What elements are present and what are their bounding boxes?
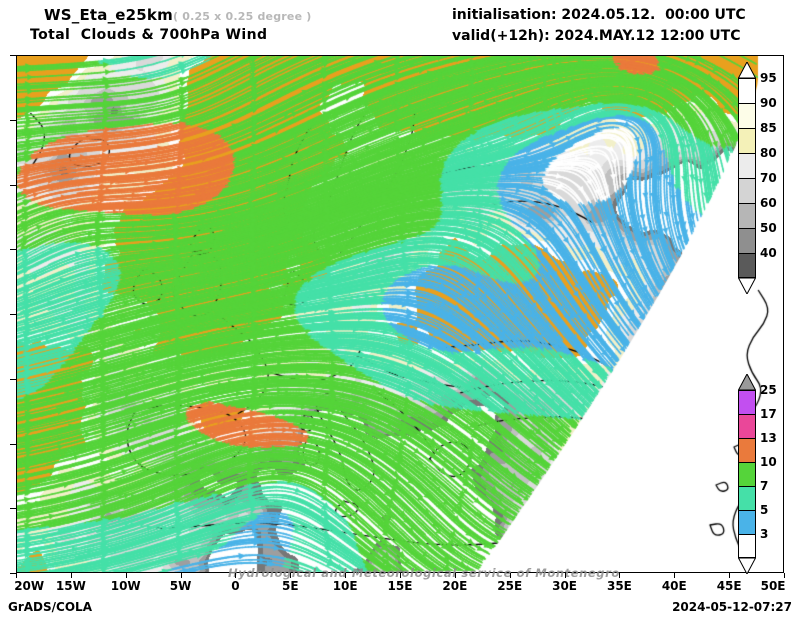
valid-time: valid(+12h): 2024.MAY.12 12:00 UTC [452, 28, 741, 44]
model-resolution: ( 0.25 x 0.25 degree ) [172, 10, 312, 23]
x-axis-label: 25E [497, 579, 523, 593]
x-axis-tick [70, 573, 72, 578]
producer-label: GrADS/COLA [8, 600, 92, 614]
x-axis-label: 5E [282, 579, 299, 593]
colorbar-bottom-cap [737, 557, 757, 576]
colorbar-top-cap [738, 62, 756, 78]
weather-map-canvas[interactable] [16, 55, 784, 573]
colorbar-segment [738, 510, 756, 534]
y-axis-tick [10, 55, 16, 56]
x-axis-tick [345, 573, 347, 578]
colorbar-top-cap [738, 374, 756, 390]
x-axis-tick [125, 573, 127, 578]
colorbar-segment [738, 78, 756, 103]
colorbar-tick-label: 17 [760, 407, 777, 421]
colorbar-tick-label: 80 [760, 146, 777, 160]
colorbar-tick-label: 50 [760, 221, 777, 235]
y-axis-tick [10, 119, 16, 121]
x-axis-tick [674, 573, 676, 578]
x-axis-label: 15E [387, 579, 413, 593]
x-axis-tick [784, 573, 785, 578]
x-axis-tick [235, 573, 237, 578]
colorbar-bottom-cap [737, 277, 757, 296]
colorbar-strip [738, 78, 756, 278]
model-title: WS_Eta_e25km( 0.25 x 0.25 degree ) [44, 6, 312, 24]
x-axis-tick [509, 573, 511, 578]
colorbar-segment [738, 228, 756, 253]
colorbar-tick-label: 5 [760, 503, 769, 517]
x-axis-tick [619, 573, 621, 578]
colorbar-tick-label: 90 [760, 96, 777, 110]
watermark: Hydrological and Meteorological service … [228, 566, 620, 580]
colorbar-segment [738, 438, 756, 462]
colorbar-segment [738, 153, 756, 178]
colorbar-tick-label: 85 [760, 121, 777, 135]
colorbar-segment [738, 253, 756, 278]
y-axis: NNNNNNNNN [0, 55, 18, 574]
colorbar-segment [738, 414, 756, 438]
x-axis-label: 10E [332, 579, 358, 593]
x-axis-label: 50E [760, 579, 786, 593]
colorbar-tick-label: 25 [760, 383, 777, 397]
colorbar-segment [738, 203, 756, 228]
colorbar-tick-label: 40 [760, 246, 777, 260]
y-axis-tick [10, 443, 16, 445]
x-axis-label: 20W [14, 579, 45, 593]
map-plot-area[interactable] [16, 55, 784, 573]
x-axis-tick [729, 573, 731, 578]
x-axis-tick [564, 573, 566, 578]
y-axis-tick [10, 184, 16, 186]
x-axis-label: 5W [169, 579, 192, 593]
generated-timestamp: 2024-05-12-07:27 [672, 600, 792, 614]
colorbar-segment [738, 462, 756, 486]
x-axis-label: 15W [55, 579, 86, 593]
field-title: Total Clouds & 700hPa Wind [30, 27, 268, 43]
x-axis-tick [16, 573, 17, 578]
colorbar-tick-label: 7 [760, 479, 769, 493]
colorbar-tick-label: 70 [760, 171, 777, 185]
x-axis-label: 10W [110, 579, 141, 593]
colorbar-strip [738, 390, 756, 558]
x-axis-label: 35E [606, 579, 632, 593]
x-axis-tick [400, 573, 401, 578]
colorbar-segment [738, 534, 756, 558]
colorbar-tick-label: 13 [760, 431, 777, 445]
colorbar-segment [738, 486, 756, 510]
x-axis-tick [290, 573, 292, 578]
x-axis-label: 45E [716, 579, 742, 593]
y-axis-tick [10, 573, 16, 574]
x-axis-tick [180, 573, 182, 578]
colorbar-segment [738, 103, 756, 128]
x-axis-label: 0 [231, 579, 240, 593]
colorbar-segment [738, 128, 756, 153]
colorbar-segment [738, 390, 756, 414]
colorbar-segment [738, 178, 756, 203]
x-axis-label: 20E [442, 579, 468, 593]
y-axis-tick [10, 378, 16, 380]
initialisation-time: initialisation: 2024.05.12. 00:00 UTC [452, 7, 746, 23]
colorbar-tick-label: 3 [760, 527, 769, 541]
colorbar-tick-label: 95 [760, 71, 777, 85]
x-axis: 20W 15W 10W 5W 0 5E 10E 15E 20E 25E 30E 35E 40E 45E 50… [0, 573, 800, 595]
model-name: WS_Eta_e25km [44, 6, 173, 24]
x-axis-label: 40E [661, 579, 687, 593]
y-axis-tick [10, 508, 16, 510]
x-axis-label: 30E [552, 579, 578, 593]
x-axis-tick [454, 573, 456, 578]
colorbar-tick-label: 10 [760, 455, 777, 469]
y-axis-tick [10, 249, 16, 251]
y-axis-tick [10, 314, 16, 315]
colorbar-tick-label: 60 [760, 196, 777, 210]
